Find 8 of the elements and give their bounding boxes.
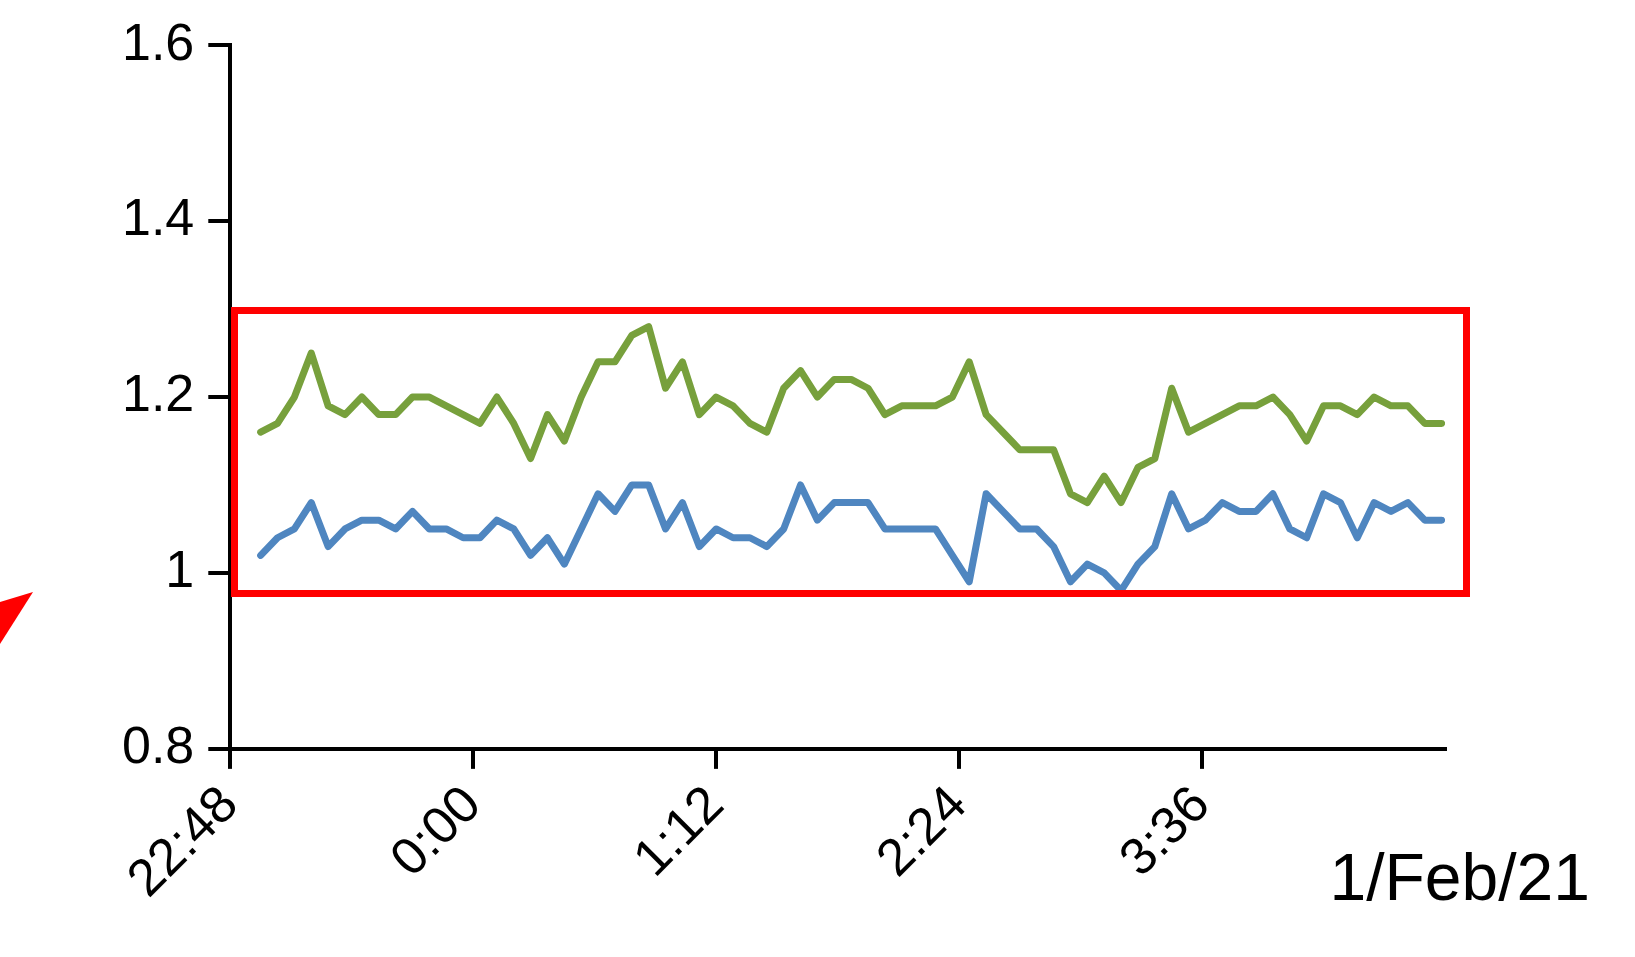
x-tick-label: 0:00	[378, 773, 492, 887]
x-tick-label: 3:36	[1107, 773, 1220, 887]
y-tick-label: 1.2	[121, 364, 195, 423]
y-tick-label: 1.4	[121, 188, 195, 247]
y-tick-label: 0.8	[121, 716, 195, 775]
y-tick-label: 1	[165, 540, 195, 599]
x-axis-title: 1/Feb/21	[1329, 840, 1590, 914]
y-tick-label: 1.6	[121, 12, 195, 71]
